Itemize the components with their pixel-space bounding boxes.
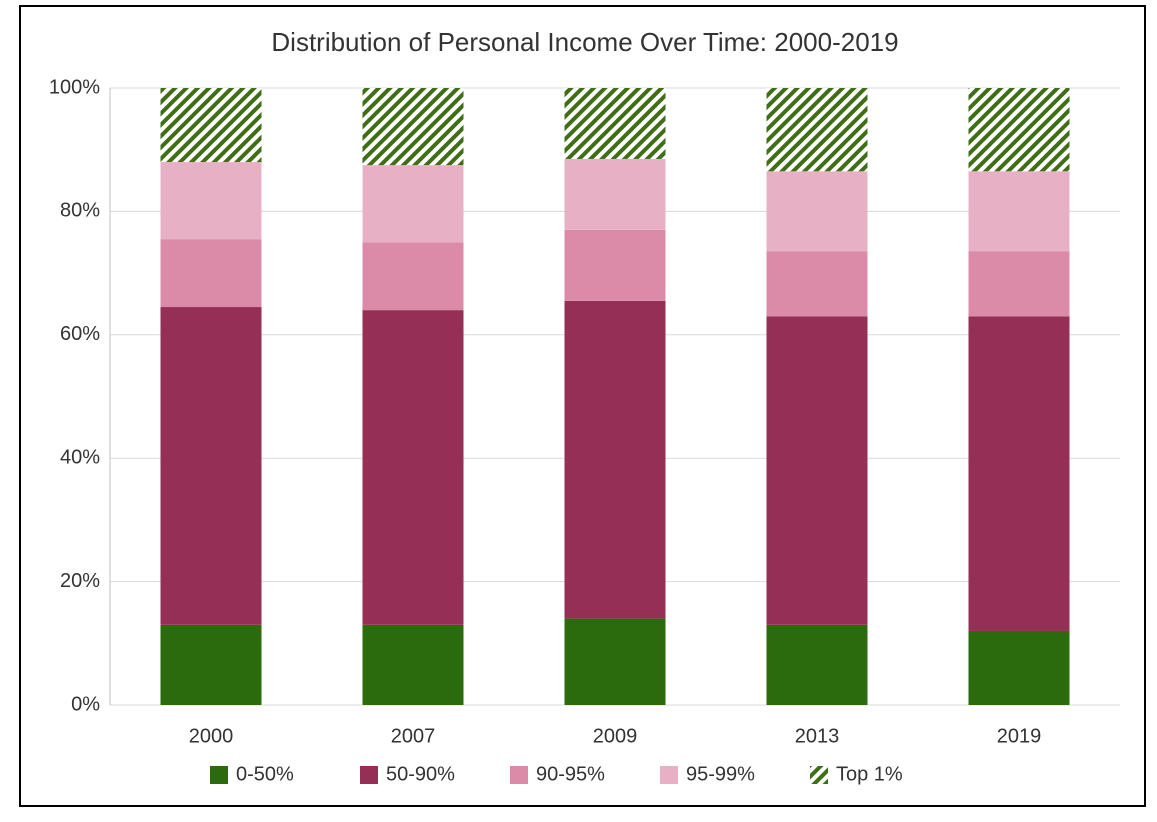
legend-label: 90-95% xyxy=(536,763,605,785)
bar-segment xyxy=(968,88,1070,172)
legend-label: 0-50% xyxy=(236,763,294,785)
bar-segment xyxy=(766,624,868,705)
y-tick-label: 40% xyxy=(60,446,100,468)
legend-label: 95-99% xyxy=(686,763,755,785)
bar-segment xyxy=(362,310,464,625)
bar-segment xyxy=(968,316,1070,631)
y-tick-label: 80% xyxy=(60,200,100,222)
x-tick-label: 2019 xyxy=(997,725,1042,747)
bar-segment xyxy=(968,251,1070,317)
legend-swatch xyxy=(810,766,828,784)
bar-segment xyxy=(968,171,1070,252)
bar-segment xyxy=(564,300,666,619)
y-tick-label: 20% xyxy=(60,570,100,592)
y-tick-label: 60% xyxy=(60,323,100,345)
x-tick-label: 2013 xyxy=(795,725,840,747)
x-tick-label: 2007 xyxy=(391,725,436,747)
bar-segment xyxy=(160,624,262,705)
y-tick-label: 100% xyxy=(49,76,100,98)
x-tick-label: 2000 xyxy=(189,725,234,747)
bar-segment xyxy=(362,88,464,166)
bar-segment xyxy=(362,242,464,311)
bar-segment xyxy=(564,618,666,705)
legend-label: Top 1% xyxy=(836,763,903,785)
bar-segment xyxy=(362,624,464,705)
bar-segment xyxy=(766,88,868,172)
bar-segment xyxy=(564,158,666,230)
bar-segment xyxy=(968,630,1070,705)
bar-segment xyxy=(160,239,262,308)
legend-swatch xyxy=(510,766,528,784)
x-tick-label: 2009 xyxy=(593,725,638,747)
legend-label: 50-90% xyxy=(386,763,455,785)
legend-swatch xyxy=(210,766,228,784)
bar-segment xyxy=(564,229,666,301)
legend-swatch xyxy=(360,766,378,784)
bar-segment xyxy=(766,171,868,252)
legend-swatch xyxy=(660,766,678,784)
bar-segment xyxy=(766,251,868,317)
bar-segment xyxy=(160,162,262,240)
y-tick-label: 0% xyxy=(71,693,100,715)
bar-segment xyxy=(160,307,262,625)
chart-title: Distribution of Personal Income Over Tim… xyxy=(271,27,898,57)
bar-segment xyxy=(564,88,666,159)
bar-segment xyxy=(362,165,464,243)
bar-segment xyxy=(766,316,868,625)
bar-segment xyxy=(160,88,262,163)
